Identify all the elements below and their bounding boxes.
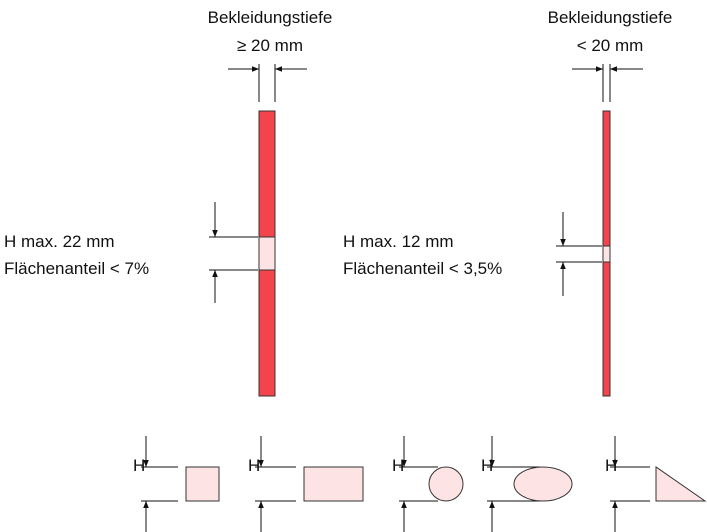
shape-triangle xyxy=(655,466,707,502)
right-opening xyxy=(602,245,611,263)
left-h-dimension xyxy=(209,202,258,303)
right-depth-dimension xyxy=(572,64,643,102)
shape-h-label-2: H xyxy=(248,456,261,475)
left-h-letter: H xyxy=(4,232,17,251)
shape-rectangle-group xyxy=(255,436,364,532)
right-panel xyxy=(602,110,611,397)
right-h-letter: H xyxy=(343,232,356,251)
right-h-spec: H max. 12 mm xyxy=(343,232,454,252)
shape-circle-group xyxy=(399,436,464,532)
right-depth-title: Bekleidungstiefe xyxy=(547,8,673,27)
shape-circle xyxy=(428,466,464,502)
left-area-spec: Flächenanteil < 7% xyxy=(4,259,150,278)
right-depth-value: < 20 mm xyxy=(576,36,644,55)
shape-ellipse-group xyxy=(487,436,573,532)
shape-rectangle xyxy=(303,466,364,502)
left-depth-title: Bekleidungstiefe xyxy=(207,8,333,27)
left-h-text: max. 22 mm xyxy=(16,232,115,251)
left-h-spec: H max. 22 mm xyxy=(4,232,115,252)
left-depth-dimension xyxy=(228,64,307,102)
left-depth-value: ≥ 20 mm xyxy=(236,36,303,55)
shape-h-label-1: H xyxy=(133,456,146,475)
shape-ellipse xyxy=(513,466,573,502)
shape-square-group xyxy=(141,436,220,532)
right-h-text: max. 12 mm xyxy=(355,232,454,251)
right-area-spec: Flächenanteil < 3,5% xyxy=(343,259,503,278)
shape-square xyxy=(185,466,220,502)
right-h-dimension xyxy=(556,212,602,296)
left-panel xyxy=(258,110,276,397)
left-opening xyxy=(258,236,276,271)
shape-triangle-group xyxy=(610,436,707,532)
